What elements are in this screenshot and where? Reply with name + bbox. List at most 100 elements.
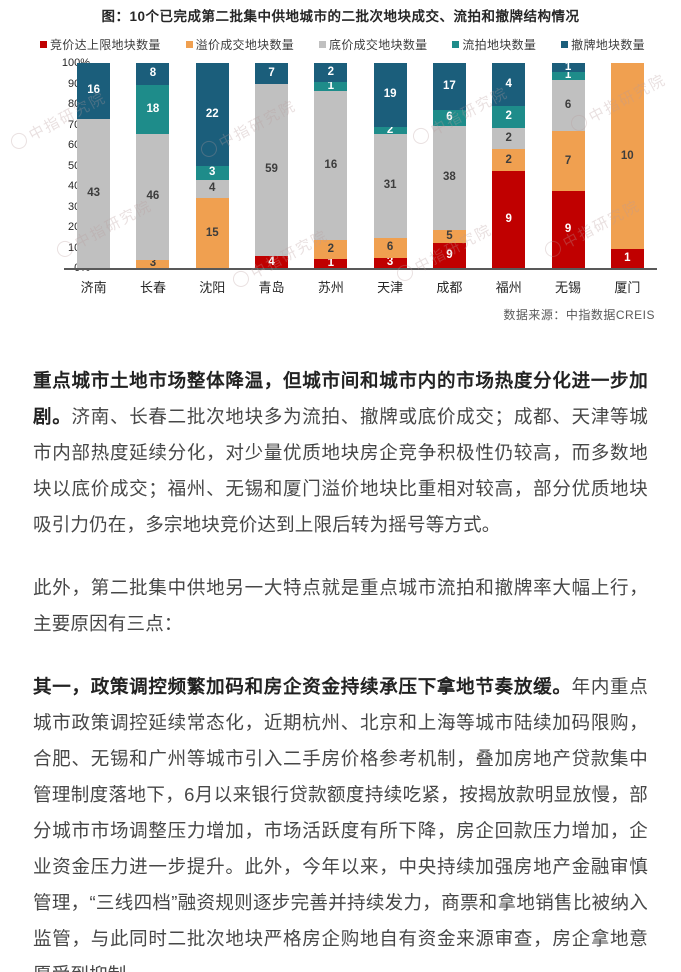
bar-slot: 8 18 46 3 — [123, 63, 182, 268]
bar-segment-value: 6 — [386, 241, 394, 254]
bar-segment: 6 — [551, 80, 585, 132]
chart-legend: 竞价达上限地块数量 溢价成交地块数量 底价成交地块数量 流拍地块数量 撤牌地块数量 — [0, 26, 681, 53]
stacked-bar: 19 2 31 6 3 — [373, 63, 407, 268]
paragraph-3-lead: 其一，政策调控频繁加码和房企资金持续承压下拿地节奏放缓。 — [33, 676, 572, 697]
stacked-bar: 8 18 46 3 — [136, 63, 170, 268]
bar-segment-value: 4 — [505, 78, 512, 91]
legend-item: 溢价成交地块数量 — [185, 36, 295, 53]
bar-segment-value: 3 — [149, 259, 157, 268]
bar-segment-value: 1 — [624, 252, 631, 265]
paragraph-3: 其一，政策调控频繁加码和房企资金持续承压下拿地节奏放缓。年内重点城市政策调控延续… — [33, 669, 648, 972]
bar-segment-value: 9 — [446, 249, 453, 262]
bar-segment: 18 — [136, 84, 170, 135]
bar-segment-value: 1 — [564, 63, 572, 72]
data-source-caption: 数据来源：中指数据CREIS — [503, 308, 655, 322]
bar-segment-value: 2 — [327, 65, 335, 78]
bar-segment: 4 — [255, 256, 289, 268]
legend-label: 溢价成交地块数量 — [195, 38, 295, 52]
bar-segment: 2 — [373, 126, 407, 134]
bar-segment: 2 — [492, 149, 526, 171]
bar-segment: 5 — [432, 229, 466, 244]
bar-segment-value: 18 — [146, 103, 160, 115]
bar-segment-value: 8 — [149, 67, 157, 80]
bar-segment-value: 1 — [327, 81, 335, 91]
legend-swatch-icon — [185, 41, 193, 48]
x-axis-category-label: 长春 — [139, 280, 166, 295]
bar-segment: 9 — [551, 191, 585, 268]
bar-segment: 46 — [136, 134, 170, 260]
bar-segment: 6 — [432, 109, 466, 126]
plot-area: 0%10%20%30%40%50%60%70%80%90%100% 164381… — [62, 57, 657, 296]
bar-segment: 1 — [314, 81, 348, 91]
legend-swatch-icon — [319, 41, 327, 48]
legend-label: 撤牌地块数量 — [571, 38, 645, 52]
x-axis-category-label: 成都 — [436, 280, 463, 295]
chart-figure: 图：10个已完成第二批集中供地城市的二批次地块成交、流拍和撤牌结构情况 竞价达上… — [0, 0, 681, 323]
bar-segment-value: 59 — [265, 163, 278, 176]
bar-segment: 2 — [314, 240, 348, 259]
bar-segment: 3 — [195, 165, 229, 180]
paragraph-2: 此外，第二批集中供地另一大特点就是重点城市流拍和撤牌率大幅上行，主要原因有三点： — [33, 570, 648, 642]
bar-segment: 4 — [195, 179, 229, 199]
bar-segment: 3 — [136, 259, 170, 268]
bar-segment: 9 — [432, 243, 466, 268]
bar-segment-value: 38 — [443, 171, 456, 184]
bar-segment-value: 2 — [386, 126, 394, 134]
bar-segment-value: 15 — [205, 226, 219, 239]
bar-slot: 22 3 4 15 — [183, 63, 242, 268]
x-axis-category-label: 天津 — [377, 280, 404, 295]
bar-segment: 38 — [432, 125, 466, 230]
legend-item: 流拍地块数量 — [452, 36, 536, 53]
bar-segment-value: 4 — [209, 182, 216, 195]
stacked-bar: 22 3 4 15 — [195, 63, 229, 268]
bar-segment: 19 — [373, 63, 407, 127]
bar-segment: 10 — [610, 63, 644, 250]
bar-segment-value: 3 — [209, 166, 216, 179]
paragraph-1: 重点城市土地市场整体降温，但城市间和城市内的市场热度分化进一步加剧。济南、长春二… — [33, 363, 648, 543]
x-axis-category-label: 厦门 — [614, 280, 641, 295]
bar-segment: 4 — [492, 63, 526, 107]
bar-segment-value: 6 — [446, 111, 453, 124]
legend-item: 竞价达上限地块数量 — [40, 36, 161, 53]
bar-segment-value: 9 — [564, 223, 572, 236]
bar-segment-value: 31 — [383, 179, 397, 192]
legend-swatch-icon — [561, 41, 569, 48]
paragraph-2-text: 此外，第二批集中供地另一大特点就是重点城市流拍和撤牌率大幅上行，主要原因有三点： — [33, 577, 648, 634]
bar-segment-value: 19 — [383, 88, 397, 101]
bar-segment: 7 — [255, 63, 289, 84]
bar-segment-value: 16 — [87, 84, 101, 97]
bar-segment-value: 9 — [505, 212, 512, 225]
bar-slot: 7 59 4 — [242, 63, 301, 268]
bar-segment: 1 — [314, 258, 348, 268]
bar-slot: 19 2 31 6 3 — [360, 63, 419, 268]
bar-slot: 16 43 — [64, 63, 123, 268]
x-axis-category-label: 青岛 — [258, 280, 285, 295]
bar-segment-value: 4 — [268, 256, 275, 268]
x-axis-category-label: 福州 — [495, 280, 522, 295]
watermark-circle-icon — [8, 130, 30, 152]
bar-segment-value: 2 — [505, 110, 512, 123]
stacked-bar: 2 1 16 2 1 — [314, 63, 348, 268]
bar-segment-value: 2 — [505, 132, 512, 145]
legend-swatch-icon — [40, 41, 47, 48]
legend-item: 底价成交地块数量 — [319, 36, 427, 53]
bar-segment: 1 — [610, 249, 644, 268]
bar-slot: 2 1 16 2 1 — [301, 63, 360, 268]
legend-label: 竞价达上限地块数量 — [50, 38, 161, 52]
bar-segment-value: 7 — [268, 66, 275, 79]
bar-segment: 6 — [373, 237, 407, 258]
x-axis-category-label: 济南 — [80, 280, 107, 295]
bar-segment-value: 1 — [327, 258, 335, 268]
bar-segment-value: 7 — [564, 154, 572, 167]
bar-segment: 2 — [492, 106, 526, 128]
bar-segment: 3 — [373, 257, 407, 268]
paragraph-1-text: 济南、长春二批次地块多为流拍、撤牌或底价成交；成都、天津等城市内部热度延续分化，… — [33, 406, 648, 535]
stacked-bar: 16 43 — [77, 63, 111, 268]
stacked-bar: 10 1 — [610, 63, 644, 268]
article-body: 重点城市土地市场整体降温，但城市间和城市内的市场热度分化进一步加剧。济南、长春二… — [0, 323, 681, 972]
stacked-bar: 4 2 2 2 9 — [492, 63, 526, 268]
bar-segment: 16 — [77, 63, 111, 119]
bar-slot: 10 1 — [598, 63, 657, 268]
